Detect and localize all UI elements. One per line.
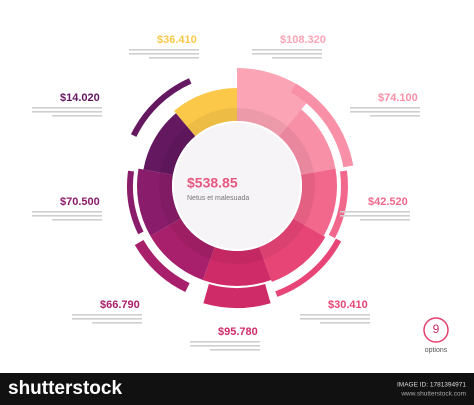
segment [278,83,354,175]
footer-bar [0,373,474,405]
ring-inner-shade [293,172,315,225]
placeholder-text-line [52,219,102,221]
ring-inner-shade [278,126,314,175]
placeholder-text-line [340,215,410,217]
outer-arc [134,240,190,293]
ring-segment [150,218,215,280]
segment [293,168,349,239]
item-value: $36.410 [157,34,197,46]
segment [134,218,215,293]
ring-inner-shade [210,247,264,264]
item-value: $42.520 [368,196,408,208]
placeholder-text-line [190,341,260,343]
segment [259,218,342,297]
footer-id: IMAGE ID: 1781394971 [397,382,466,389]
ring-inner-shade [259,218,305,260]
placeholder-text-line [32,111,102,113]
item-value: $70.500 [60,196,100,208]
item-value: $66.790 [100,299,140,311]
labels: $36.410 $108.320 $74.100 $42.520 $30.410 $95.… [32,34,420,351]
center-shade [174,123,300,249]
placeholder-text-line [252,49,322,51]
item-value: $95.780 [218,326,258,338]
placeholder-text-line [300,314,370,316]
outer-arc [328,170,349,239]
placeholder-text-line [32,215,102,217]
ring-segment [174,88,237,137]
segment [202,247,272,308]
placeholder-text-line [370,115,420,117]
placeholder-text-line [320,322,370,324]
ring-segment [293,168,337,236]
ring-inner-shade [169,218,215,260]
placeholder-text-line [272,57,322,59]
placeholder-text-line [210,349,260,351]
placeholder-text-line [252,53,322,55]
center-label: Netus et malesuada [187,195,249,202]
ring-segment [136,168,181,236]
placeholder-text-line [190,345,260,347]
placeholder-text-line [129,49,199,51]
footer-site: www.shutterstock.com [400,391,466,398]
ring-inner-shade [237,108,288,137]
item-value: $74.100 [378,92,418,104]
placeholder-text-line [360,219,410,221]
item-value: $108.320 [280,34,326,46]
placeholder-text-line [32,211,102,213]
outer-arc [130,78,192,137]
badge-ring [423,317,449,343]
placeholder-text-line [350,111,420,113]
segment [126,168,181,236]
ring-segment [278,109,336,175]
placeholder-text-line [350,107,420,109]
ring-segment [143,113,196,175]
ring-segment [259,218,326,282]
badge-label: options [425,347,448,354]
placeholder-text-line [129,53,199,55]
ring-inner-shade [186,108,237,137]
segment [130,78,196,175]
outer-arc [291,83,354,168]
placeholder-text-line [32,107,102,109]
segment [237,68,313,137]
placeholder-text-line [52,115,102,117]
ring-inner-shade [159,172,181,225]
outer-arc [126,170,144,235]
placeholder-text-line [92,322,142,324]
ring-segment [202,247,272,286]
radial-ring [126,68,354,308]
ring-inner-shade [160,126,196,175]
placeholder-text-line [300,318,370,320]
placeholder-text-line [340,211,410,213]
item-value: $14.020 [60,92,100,104]
item-value: $30.410 [328,299,368,311]
placeholder-text-line [72,318,142,320]
placeholder-text-line [149,57,199,59]
footer-brand: shutterstock [8,378,122,399]
placeholder-text-line [72,314,142,316]
segment [174,88,237,137]
ring-segment [237,68,313,137]
outer-arc [203,284,271,308]
center-value: $538.85 [187,175,238,191]
badge-number: 9 [433,322,440,336]
outer-arc [275,238,342,297]
